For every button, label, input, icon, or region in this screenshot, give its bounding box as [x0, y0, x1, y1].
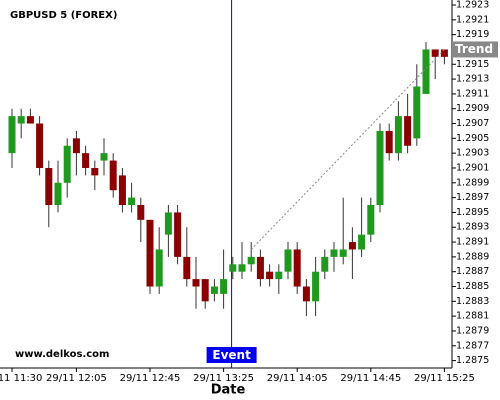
candle-body — [155, 249, 163, 287]
y-tick-label: 1.2901 — [456, 162, 489, 173]
candle-body — [348, 242, 356, 250]
y-tick-label: 1.2891 — [456, 237, 489, 248]
chart-title: GBPUSD 5 (FOREX) — [10, 10, 117, 21]
candle-body — [36, 123, 44, 168]
candle-body — [422, 49, 430, 94]
y-tick-label: 1.2899 — [456, 177, 489, 188]
y-tick-label: 1.2907 — [456, 118, 489, 129]
candle-body — [174, 212, 182, 257]
x-tick-label: 29/11 14:05 — [267, 373, 328, 384]
candle-body — [54, 182, 62, 206]
candle-body — [8, 116, 16, 154]
x-tick-label: 29/11 14:45 — [340, 373, 401, 384]
candle-body — [302, 286, 310, 302]
watermark: www.delkos.com — [15, 349, 109, 360]
y-tick-label: 1.2879 — [456, 325, 489, 336]
x-tick-label: 29/11 12:05 — [46, 373, 107, 384]
candle-body — [394, 116, 402, 154]
y-tick-label: 1.2885 — [456, 281, 489, 292]
y-tick-label: 1.2913 — [456, 74, 489, 85]
candle-body — [275, 271, 283, 280]
trend-label: Trend — [455, 42, 493, 56]
y-tick-label: 1.2923 — [456, 0, 489, 11]
y-tick-label: 1.2921 — [456, 14, 489, 25]
candle-body — [82, 153, 90, 168]
y-tick-label: 1.2881 — [456, 311, 489, 322]
x-axis-label: Date — [211, 383, 246, 398]
candle-body — [91, 167, 99, 176]
candle-body — [45, 167, 53, 206]
candle-body — [63, 145, 71, 183]
candle-body — [247, 256, 255, 265]
y-tick-label: 1.2895 — [456, 207, 489, 218]
candle-body — [201, 279, 209, 302]
y-tick-label: 1.2875 — [456, 355, 489, 366]
candle-body — [358, 234, 366, 250]
candle-body — [293, 249, 301, 287]
candle-body — [183, 256, 191, 280]
candle-body — [100, 153, 108, 161]
x-tick-label: 29/11 15:25 — [414, 373, 475, 384]
y-tick-label: 1.2915 — [456, 59, 489, 70]
candle-body — [210, 286, 218, 294]
candle-body — [367, 205, 375, 235]
x-tick-label: 29/11 11:30 — [0, 373, 42, 384]
candle-body — [118, 175, 126, 206]
candle-body — [164, 212, 172, 235]
candle-body — [220, 279, 228, 294]
y-tick-label: 1.2893 — [456, 222, 489, 233]
candle-body — [284, 249, 292, 272]
candle-body — [26, 116, 34, 124]
x-tick-label: 29/11 13:25 — [193, 373, 254, 384]
y-tick-label: 1.2909 — [456, 103, 489, 114]
candle-body — [137, 205, 145, 220]
candle-body — [72, 138, 80, 154]
candle-body — [266, 271, 274, 280]
event-label-box — [206, 347, 257, 363]
candle-body — [413, 86, 421, 139]
candle-body — [404, 116, 412, 146]
candle-body — [312, 271, 320, 302]
candle-body — [339, 249, 347, 257]
candle-body — [431, 49, 439, 57]
y-tick-label: 1.2919 — [456, 29, 489, 40]
y-tick-label: 1.2887 — [456, 266, 489, 277]
candle-body — [256, 256, 264, 280]
y-tick-label: 1.2903 — [456, 148, 489, 159]
candle-body — [229, 264, 237, 272]
candle-body — [330, 249, 338, 257]
candle-body — [321, 256, 329, 272]
event-label: Event — [212, 348, 251, 362]
y-tick-label: 1.2905 — [456, 133, 489, 144]
x-tick-label: 29/11 12:45 — [120, 373, 181, 384]
y-tick-label: 1.2877 — [456, 340, 489, 351]
candle-body — [109, 160, 117, 191]
candle-body — [385, 130, 393, 154]
y-tick-label: 1.2911 — [456, 88, 489, 99]
candle-body — [192, 279, 200, 287]
candle-body — [17, 116, 25, 124]
candle-body — [128, 197, 136, 206]
y-tick-label: 1.2883 — [456, 296, 489, 307]
y-tick-label: 1.2897 — [456, 192, 489, 203]
trend-label-box — [452, 41, 498, 58]
trend-line — [250, 49, 445, 250]
candle-body — [238, 264, 246, 272]
candle-body — [376, 130, 384, 206]
y-tick-label: 1.2889 — [456, 251, 489, 262]
candle-body — [440, 49, 448, 57]
candle-body — [146, 219, 154, 287]
